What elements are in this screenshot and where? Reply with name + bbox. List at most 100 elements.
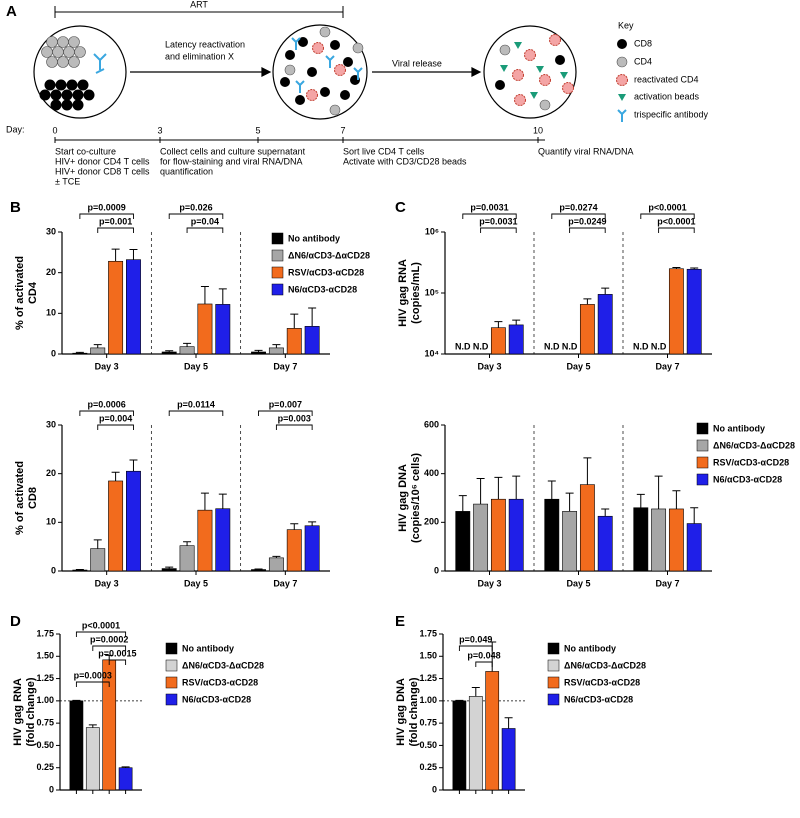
- legend-swatch: [696, 473, 709, 486]
- y-axis-label: % of activated: [14, 461, 26, 535]
- annotation: p=0.0274: [559, 202, 597, 212]
- error-bar: [290, 523, 299, 530]
- legend-swatch: [696, 422, 709, 435]
- x-tick-label: Day 7: [273, 361, 297, 371]
- error-bar: [565, 492, 574, 512]
- legend-label: ΔN6/αCD3-ΔαCD28: [288, 250, 370, 260]
- legend-swatch: [165, 642, 178, 655]
- bracket: [79, 410, 134, 416]
- legend-swatch: [696, 456, 709, 469]
- y-tick-label: 0.75: [36, 718, 54, 728]
- legend-label: ΔN6/αCD3-ΔαCD28: [713, 440, 795, 450]
- day-note: Sort live CD4 T cells: [343, 146, 425, 156]
- bar: [686, 268, 702, 355]
- bar: [72, 352, 88, 355]
- bracket: [168, 213, 224, 219]
- error-bar: [601, 508, 610, 517]
- culture-well: [483, 25, 577, 119]
- y-tick-label: 0: [51, 348, 56, 358]
- bar: [508, 324, 524, 355]
- legend-label: RSV/αCD3-αCD28: [288, 267, 364, 277]
- legend-label: N6/αCD3-αCD28: [713, 474, 782, 484]
- annotation: p=0.004: [99, 413, 132, 423]
- legend-swatch: [165, 659, 178, 672]
- bar: [286, 529, 302, 572]
- arrow-label: Latency reactivation: [165, 39, 245, 49]
- bar: [668, 508, 684, 572]
- bar: [544, 498, 560, 572]
- annotation: p=0.0031: [470, 202, 508, 212]
- bracket: [75, 631, 127, 637]
- key: [616, 39, 628, 122]
- bar: [452, 700, 467, 791]
- annotation: p=0.048: [467, 650, 500, 660]
- error-bar: [218, 288, 227, 305]
- bar: [508, 498, 524, 572]
- bracket: [569, 227, 606, 233]
- bar: [268, 347, 284, 355]
- error-bar: [111, 248, 120, 262]
- bar: [90, 347, 106, 355]
- y-axis-label: (fold change): [25, 677, 37, 746]
- y-tick-label: 0.25: [419, 762, 437, 772]
- y-tick-label: 1.00: [36, 695, 54, 705]
- x-tick-label: Day 5: [566, 578, 590, 588]
- annotation: p=0.0002: [90, 634, 128, 644]
- x-tick-label: Day 3: [95, 361, 119, 371]
- y-tick-label: 10: [46, 308, 56, 318]
- error-bar: [129, 248, 138, 260]
- y-tick-label: 0.75: [419, 718, 437, 728]
- bar: [468, 696, 483, 791]
- x-tick-label: Day 3: [477, 361, 501, 371]
- art-bracket: [54, 6, 344, 18]
- bar: [562, 511, 578, 572]
- y-tick-label: 1.50: [36, 651, 54, 661]
- error-bar: [512, 319, 521, 325]
- y-tick-label: 20: [46, 267, 56, 277]
- bar: [197, 303, 213, 355]
- arrow-label: Viral release: [392, 58, 442, 68]
- error-bar: [690, 267, 699, 270]
- y-tick-label: 1.00: [419, 695, 437, 705]
- error-bar: [200, 492, 209, 511]
- timeline-label: Day:: [6, 124, 25, 134]
- bar: [215, 508, 231, 572]
- x-tick-label: Day 7: [655, 361, 679, 371]
- y-tick-label: 10⁴: [425, 348, 439, 358]
- bar: [501, 728, 516, 791]
- bar: [455, 511, 471, 572]
- legend-swatch: [271, 266, 284, 279]
- day-label: 0: [52, 125, 57, 135]
- bar: [69, 700, 84, 791]
- annotation: p<0.0001: [648, 202, 686, 212]
- bracket: [258, 410, 313, 416]
- error-bar: [654, 475, 663, 509]
- y-axis-label: (fold change): [408, 677, 420, 746]
- x-tick-label: Day 5: [184, 578, 208, 588]
- bracket: [462, 213, 517, 219]
- bar: [197, 509, 213, 572]
- error-bar: [272, 555, 281, 558]
- bar: [251, 569, 266, 572]
- bar: [633, 507, 649, 572]
- day-note: ± TCE: [55, 176, 80, 186]
- day-label: 10: [533, 125, 543, 135]
- bar: [597, 294, 613, 355]
- annotation: p=0.001: [99, 216, 132, 226]
- bracket: [92, 645, 127, 651]
- bracket: [458, 645, 493, 651]
- legend-label: ΔN6/αCD3-ΔαCD28: [564, 660, 646, 670]
- bracket: [640, 213, 695, 219]
- x-tick-label: Day 5: [184, 361, 208, 371]
- day-label: 5: [255, 125, 260, 135]
- day-label: 7: [340, 125, 345, 135]
- error-bar: [254, 349, 263, 352]
- error-bar: [218, 493, 227, 509]
- key-item: reactivated CD4: [634, 74, 699, 84]
- bracket: [97, 227, 134, 233]
- panel-label: B: [10, 199, 21, 216]
- annotation: p=0.0006: [88, 399, 126, 409]
- error-bar: [129, 459, 138, 472]
- y-tick-label: 1.50: [419, 651, 437, 661]
- bar: [215, 304, 231, 355]
